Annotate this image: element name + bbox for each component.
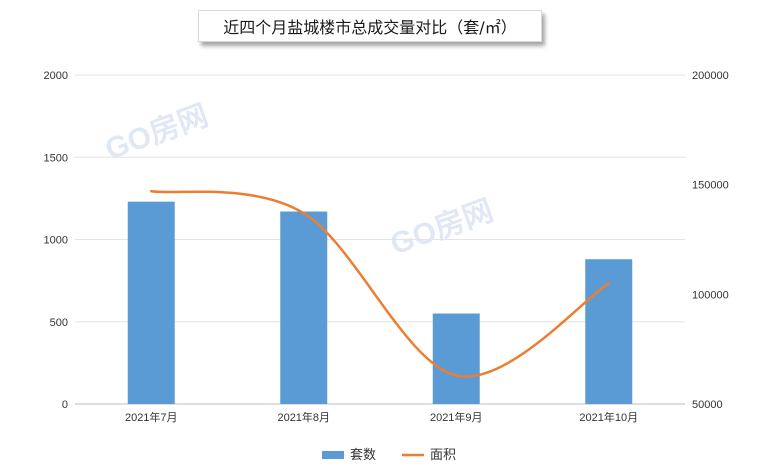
y-right-tick-label: 150000 xyxy=(692,180,729,192)
watermark: GO房网 xyxy=(101,99,213,166)
x-tick-label: 2021年7月 xyxy=(125,410,178,424)
x-tick-label: 2021年10月 xyxy=(579,410,638,424)
legend-swatch-bar xyxy=(322,451,344,459)
legend-label-line: 面积 xyxy=(430,448,456,463)
y-left-tick-label: 500 xyxy=(50,317,68,329)
y-left-tick-label: 1500 xyxy=(44,152,68,164)
y-right-tick-label: 200000 xyxy=(692,70,729,82)
bar xyxy=(432,313,480,404)
y-left-tick-label: 2000 xyxy=(44,70,68,82)
y-left-tick-label: 1000 xyxy=(44,235,68,247)
watermark: GO房网 xyxy=(386,194,498,261)
bar xyxy=(280,211,328,404)
y-left-tick-label: 0 xyxy=(62,399,68,411)
chart-title: 近四个月盐城楼市总成交量对比（套/㎡） xyxy=(198,10,542,42)
y-right-tick-label: 100000 xyxy=(692,289,729,301)
bar xyxy=(127,201,175,404)
y-right-tick-label: 50000 xyxy=(692,399,723,411)
bar xyxy=(585,259,633,404)
legend-label-bar: 套数 xyxy=(350,447,376,463)
series-line-area xyxy=(150,189,610,378)
x-tick-label: 2021年9月 xyxy=(430,410,483,424)
x-tick-label: 2021年8月 xyxy=(277,410,330,424)
